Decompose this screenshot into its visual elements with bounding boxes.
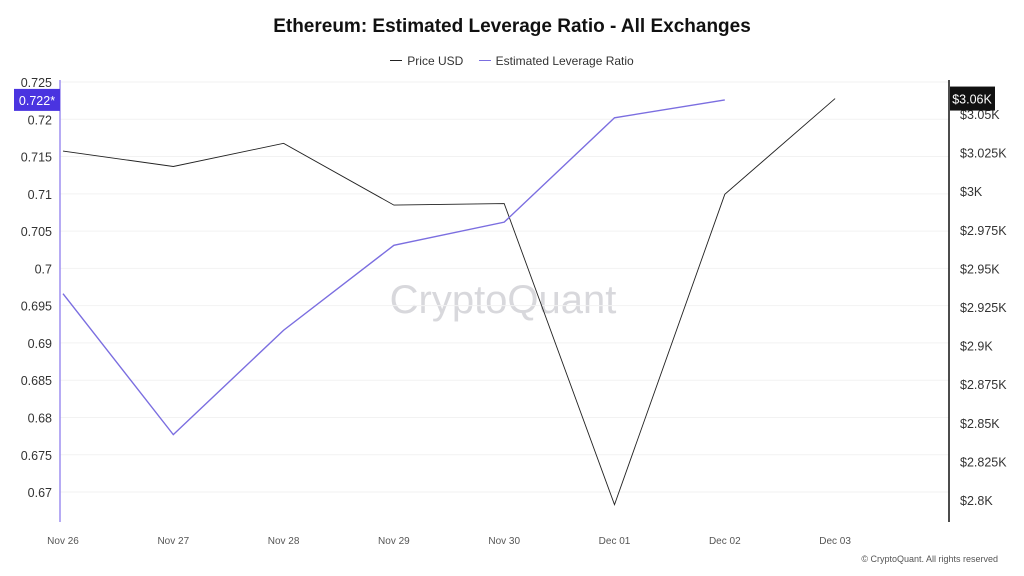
left-tick-label: 0.695 xyxy=(21,300,52,314)
legend-item-price[interactable]: Price USD xyxy=(390,54,463,68)
left-tick-label: 0.675 xyxy=(21,449,52,463)
left-tick-label: 0.72 xyxy=(28,113,52,127)
series-line-price xyxy=(62,98,836,506)
legend-item-leverage[interactable]: Estimated Leverage Ratio xyxy=(478,53,634,68)
x-tick-label: Nov 30 xyxy=(488,536,520,547)
left-tick-label: 0.68 xyxy=(28,411,52,425)
right-tick-label: $2.825K xyxy=(960,455,1007,469)
x-tick-label: Nov 26 xyxy=(47,536,79,547)
x-tick-label: Dec 01 xyxy=(599,536,631,547)
left-tick-label: 0.705 xyxy=(21,225,52,239)
left-tick-label: 0.685 xyxy=(21,374,52,388)
x-tick-label: Nov 28 xyxy=(268,536,300,547)
right-tick-label: $2.85K xyxy=(960,417,1000,431)
x-tick-label: Dec 02 xyxy=(709,536,741,547)
right-tick-label: $3.025K xyxy=(960,147,1007,161)
right-current-badge xyxy=(950,86,995,111)
legend-label-price: Price USD xyxy=(407,53,464,68)
right-tick-label: $2.95K xyxy=(960,262,1000,276)
left-tick-label: 0.715 xyxy=(21,151,52,165)
copyright: © CryptoQuant. All rights reserved xyxy=(861,554,998,564)
legend: Price USD Estimated Leverage Ratio xyxy=(0,50,1024,68)
left-tick-label: 0.7 xyxy=(35,262,52,276)
left-tick-label: 0.67 xyxy=(28,486,52,500)
left-tick-label: 0.69 xyxy=(28,337,52,351)
legend-label-leverage: Estimated Leverage Ratio xyxy=(495,53,634,68)
left-tick-label: 0.71 xyxy=(28,188,52,202)
right-tick-label: $3K xyxy=(960,185,983,199)
right-tick-label: $2.925K xyxy=(960,301,1007,315)
x-tick-label: Nov 27 xyxy=(157,536,189,547)
right-tick-label: $3.05K xyxy=(960,108,1000,122)
right-tick-label: $2.875K xyxy=(960,378,1007,392)
left-current-label: 0.722* xyxy=(19,94,55,108)
right-tick-label: $2.975K xyxy=(960,224,1007,238)
right-current-label: $3.06K xyxy=(952,93,992,107)
x-tick-label: Nov 29 xyxy=(378,536,410,547)
left-tick-label: 0.725 xyxy=(21,76,52,90)
series-line-leverage xyxy=(62,99,725,436)
watermark: CryptoQuant xyxy=(390,278,617,322)
right-tick-label: $2.8K xyxy=(960,494,993,508)
right-tick-label: $2.9K xyxy=(960,340,993,354)
x-tick-label: Dec 03 xyxy=(819,536,851,547)
left-current-badge xyxy=(14,88,60,111)
chart-title: Ethereum: Estimated Leverage Ratio - All… xyxy=(273,16,751,37)
